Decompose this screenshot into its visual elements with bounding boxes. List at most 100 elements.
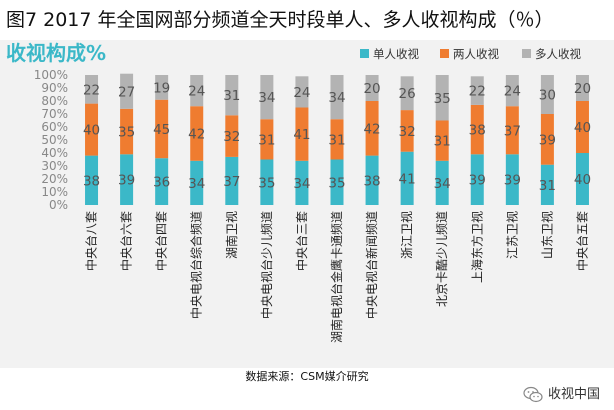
bar-segment xyxy=(330,119,344,160)
bar-segment xyxy=(330,159,344,205)
category-label: 浙江卫视 xyxy=(399,211,414,259)
data-label: 22 xyxy=(83,82,100,98)
data-label: 39 xyxy=(504,173,521,189)
bar-segment xyxy=(505,106,519,155)
data-label: 36 xyxy=(153,175,170,191)
data-label: 38 xyxy=(363,173,380,189)
legend-swatch-1 xyxy=(360,49,369,58)
y-tick-label: 0% xyxy=(49,198,68,212)
data-label: 42 xyxy=(188,127,205,143)
bar-segment xyxy=(540,75,554,114)
data-label: 38 xyxy=(469,123,486,139)
bar-segment xyxy=(470,154,484,205)
data-label: 32 xyxy=(399,124,416,140)
category-label: 湖南卫视 xyxy=(224,211,239,259)
data-label: 31 xyxy=(258,132,275,148)
y-tick-label: 100% xyxy=(34,68,68,82)
category-label: 湖南电视台金鹰卡通频道 xyxy=(329,211,344,343)
data-label: 35 xyxy=(258,175,275,191)
data-label: 35 xyxy=(434,91,451,107)
bar-segment xyxy=(120,73,134,109)
bar-segment xyxy=(225,115,239,157)
bar-segment xyxy=(120,108,134,155)
data-label: 31 xyxy=(223,88,240,104)
data-label: 20 xyxy=(574,81,591,97)
data-label: 31 xyxy=(539,178,556,194)
data-label: 31 xyxy=(434,134,451,150)
bar-segment xyxy=(435,160,449,205)
bar-segment xyxy=(575,101,589,153)
category-label: 上海东方卫视 xyxy=(469,211,484,283)
bar-segment xyxy=(155,75,169,100)
category-label: 中央电视台新闻频道 xyxy=(364,211,379,319)
legend-label-1: 单人收视 xyxy=(373,47,419,61)
bar-segment xyxy=(365,75,379,101)
category-label: 山东卫视 xyxy=(539,211,554,259)
bar-segment xyxy=(260,159,274,205)
bar-segment xyxy=(155,158,169,205)
data-label: 40 xyxy=(574,172,591,188)
bar-segment xyxy=(575,153,589,205)
data-label: 26 xyxy=(399,86,416,102)
bar-segment xyxy=(85,103,99,156)
bar-segment xyxy=(540,164,554,205)
chart-title: 收视构成% xyxy=(6,41,106,65)
data-label: 32 xyxy=(223,129,240,145)
data-label: 24 xyxy=(504,84,521,100)
category-label: 中央台六套 xyxy=(119,211,134,271)
bar-segment xyxy=(155,99,169,159)
bar-segment xyxy=(190,75,204,107)
bar-segment xyxy=(435,75,449,121)
bar-segment xyxy=(400,151,414,205)
category-label: 中央电视台少儿频道 xyxy=(259,211,274,319)
data-label: 39 xyxy=(118,173,135,189)
data-label: 27 xyxy=(118,84,135,100)
brand-watermark: 收视中国 xyxy=(523,384,600,406)
data-label: 37 xyxy=(504,123,521,139)
category-label: 中央台五套 xyxy=(574,211,589,271)
data-label: 34 xyxy=(188,176,205,192)
bar-segment xyxy=(575,75,589,101)
data-label: 24 xyxy=(293,85,310,101)
data-label: 22 xyxy=(469,84,486,100)
brand-name: 收视中国 xyxy=(547,387,600,402)
data-label: 45 xyxy=(153,122,170,138)
bar-segment xyxy=(295,107,309,161)
wechat-icon xyxy=(523,386,543,403)
bar-segment xyxy=(505,154,519,205)
y-tick-label: 80% xyxy=(41,94,68,108)
data-label: 20 xyxy=(363,81,380,97)
bar-segment xyxy=(260,119,274,160)
category-label: 中央台八套 xyxy=(84,211,99,271)
data-label: 40 xyxy=(574,120,591,136)
figure-title: 图7 2017 年全国网部分频道全天时段单人、多人收视构成（％） xyxy=(6,9,554,31)
bar-segment xyxy=(85,155,99,205)
data-label: 31 xyxy=(328,132,345,148)
bar-segment xyxy=(365,155,379,205)
y-tick-label: 90% xyxy=(41,81,68,95)
bar-segment xyxy=(540,114,554,165)
data-label: 39 xyxy=(469,173,486,189)
data-label: 34 xyxy=(258,90,275,106)
legend-swatch-2 xyxy=(440,49,449,58)
bar-segment xyxy=(505,75,519,107)
data-label: 38 xyxy=(83,173,100,189)
data-label: 41 xyxy=(293,127,310,143)
legend-label-2: 两人收视 xyxy=(453,47,499,61)
stacked-bar-chart: 收视构成% 单人收视 两人收视 多人收视 0%10%20%30%40%50%60%70%… xyxy=(6,41,591,343)
data-label: 39 xyxy=(539,132,556,148)
data-label: 19 xyxy=(153,80,170,96)
category-label: 北京卡酷少儿频道 xyxy=(435,211,449,307)
bar-segment xyxy=(470,76,484,105)
bar-segment xyxy=(190,106,204,161)
legend-swatch-3 xyxy=(522,49,531,58)
category-label: 江苏卫视 xyxy=(504,211,519,259)
data-label: 30 xyxy=(539,88,556,104)
data-label: 41 xyxy=(399,171,416,187)
data-label: 35 xyxy=(118,125,135,141)
data-label: 34 xyxy=(434,176,451,192)
data-label: 35 xyxy=(328,175,345,191)
y-tick-label: 40% xyxy=(41,146,68,160)
y-tick-label: 70% xyxy=(41,107,68,121)
bar-segment xyxy=(400,76,414,111)
